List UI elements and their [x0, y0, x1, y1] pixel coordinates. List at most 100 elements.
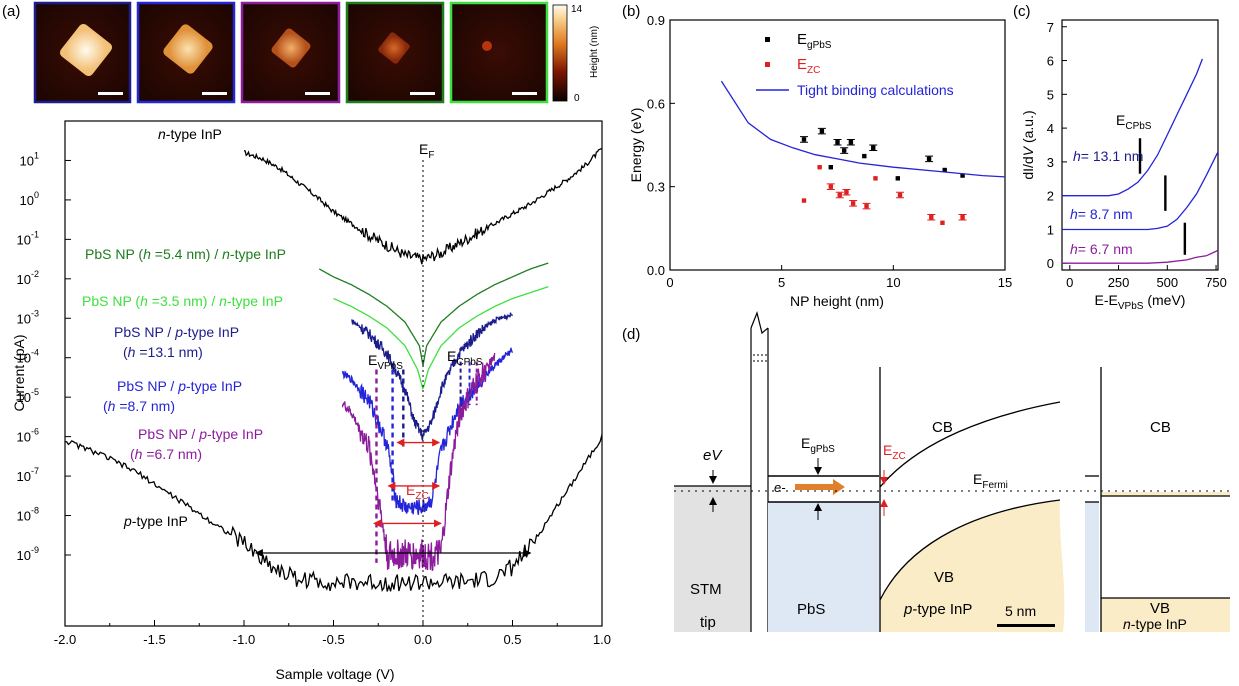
- data-point-egpbs: [960, 173, 965, 178]
- afm-image-2: [136, 1, 236, 104]
- panel-a-y-tick-label: 10-4: [17, 348, 39, 366]
- data-point-ezc: [801, 198, 807, 203]
- n-inp-label: n-type InP: [1123, 616, 1187, 632]
- legend-marker-egpbs: [765, 37, 770, 42]
- panel-a-x-tick-label: -1.0: [233, 632, 255, 647]
- ev-pbs-label: EVPbS: [368, 352, 403, 372]
- panel-a-x-tick-label: -2.0: [54, 632, 76, 647]
- scale-bar-4: [410, 92, 435, 95]
- panel-a-y-tick-label: 101: [20, 150, 39, 168]
- panel-b-y-axis-label: Energy (eV): [628, 108, 644, 183]
- p-inp-vb-label: VB: [934, 569, 954, 586]
- legend-marker-ezc: [765, 62, 770, 67]
- panel-c-plot-frame: [1061, 19, 1219, 271]
- curve-pbs-np-h-5-4-nm-n-type-inp: [318, 262, 549, 366]
- stm-label-line1: STM: [690, 581, 722, 598]
- label-pbs-6-7nm-line1: PbS NP / p-type InP: [138, 426, 263, 442]
- p-inp-valence-band: [879, 499, 1061, 601]
- label-p-type-inp: p-type InP: [123, 513, 188, 529]
- panel-b-x-tick-label: 0: [666, 275, 673, 290]
- n-inp-fermi-strip: [1101, 492, 1230, 496]
- data-point-egpbs: [801, 137, 807, 142]
- panel-a-y-tick-label: 10-8: [17, 506, 39, 524]
- panel-a-y-tick-label: 10-1: [17, 229, 39, 247]
- panel-c-ec-label: ECPbS: [1116, 112, 1152, 132]
- data-point-ezc: [897, 192, 903, 198]
- panel-a: (a): [2, 1, 611, 682]
- p-inp-valence-region: [880, 500, 1065, 632]
- didv-curve: [1062, 151, 1219, 231]
- afm-frame-2: [136, 1, 236, 104]
- panel-b-x-tick-label: 15: [998, 275, 1012, 290]
- height-colorbar: 14 0 Height (nm): [552, 4, 600, 104]
- colorbar-gradient: [552, 4, 568, 102]
- data-point-ezc: [960, 215, 965, 220]
- data-point-egpbs: [819, 128, 825, 134]
- afm-image-4: [345, 1, 445, 104]
- panel-c-y-tick-label: 3: [1047, 155, 1054, 170]
- panel-a-curves: [64, 147, 603, 592]
- panel-c-label-8-7nm: h= 8.7 nm: [1070, 206, 1133, 222]
- electron-arrow: [795, 479, 845, 495]
- panel-c-y-tick-label: 0: [1047, 256, 1054, 271]
- data-point-egpbs: [942, 167, 947, 173]
- panel-c-x-tick-label: 500: [1156, 275, 1178, 290]
- curve-n-type-inp: [243, 147, 603, 265]
- afm-image-5: [449, 1, 549, 104]
- data-point-egpbs: [835, 140, 840, 145]
- ec-pbs-label: ECPbS: [447, 348, 483, 368]
- panel-a-y-ticks: 101 100 10-1 10-2 10-3 10-4 10-5 10-6 10-7 10-8 10…: [17, 150, 71, 563]
- label-pbs-3-5nm: PbS NP (h =3.5 nm) / n-type InP: [82, 293, 283, 309]
- panel-c-ticks: 0 250 500 750 0 1 2 3 4 5 6 7: [1047, 20, 1227, 290]
- panel-b-x-tick-label: 10: [886, 275, 900, 290]
- data-point-ezc: [864, 203, 869, 209]
- panel-a-x-tick-label: 1.0: [593, 632, 611, 647]
- panel-a-x-ticks: -2.0 -1.5 -1.0 -0.5 0.0 0.5 1.0: [54, 620, 611, 647]
- nanoparticle-2: [163, 24, 213, 74]
- panel-a-y-tick-label: 10-5: [17, 387, 39, 405]
- panel-a-plot-frame: [64, 120, 603, 627]
- panel-d-scale-label: 5 nm: [1005, 603, 1036, 619]
- panel-a-x-tick-label: 0.5: [503, 632, 521, 647]
- pbs-label: PbS: [797, 601, 825, 618]
- panel-a-y-tick-label: 10-7: [17, 466, 39, 484]
- label-pbs-5-4nm: PbS NP (h =5.4 nm) / n-type InP: [85, 246, 286, 262]
- legend-label-ezc: EZC: [797, 56, 820, 76]
- electron-label: e-: [774, 480, 786, 495]
- data-point-egpbs: [926, 156, 932, 162]
- data-point-egpbs: [828, 165, 833, 170]
- panel-d-scale-bar: [997, 624, 1055, 627]
- data-point-ezc: [828, 184, 833, 189]
- panel-c-y-tick-label: 6: [1047, 54, 1054, 69]
- p-inp-label: p-type InP: [903, 601, 972, 618]
- panel-a-x-tick-label: -1.5: [143, 632, 165, 647]
- panel-a-annotations: [254, 160, 532, 626]
- panel-b-y-tick-label: 0.6: [647, 96, 665, 111]
- label-pbs-13-1nm-line1: PbS NP / p-type InP: [114, 324, 239, 340]
- afm-image-1: [33, 1, 132, 104]
- data-point-ezc: [940, 220, 945, 225]
- fermi-level-band-label: EFermi: [973, 471, 1008, 491]
- panel-b-y-tick-label: 0.3: [647, 180, 665, 195]
- nanoparticle-4: [378, 32, 410, 64]
- n-inp-vb-label: VB: [1150, 600, 1170, 617]
- data-point-egpbs: [848, 140, 854, 145]
- p-inp-conduction-band: [879, 401, 1061, 488]
- data-point-ezc: [844, 190, 849, 195]
- panel-c-y-tick-label: 5: [1047, 87, 1054, 102]
- nanoparticle-3: [271, 28, 311, 68]
- panel-c-y-tick-label: 7: [1047, 20, 1054, 35]
- didv-curve: [1062, 58, 1204, 197]
- panel-c-y-tick-label: 2: [1047, 189, 1054, 204]
- panel-d-label: (d): [622, 326, 640, 343]
- label-pbs-6-7nm-line2: (h =6.7 nm): [130, 446, 202, 462]
- scale-bar-5: [512, 92, 537, 95]
- panel-c: (c) 0 250 500 750 0 1 2 3 4 5 6 7 E-EVPbS (meV) dI/…: [1013, 3, 1227, 312]
- data-point-egpbs: [862, 153, 867, 159]
- scale-bar-3: [305, 92, 330, 95]
- panel-a-y-tick-label: 10-2: [17, 269, 39, 287]
- panel-a-x-tick-label: -0.5: [322, 632, 344, 647]
- panel-b-x-axis-label: NP height (nm): [790, 293, 884, 309]
- label-pbs-13-1nm-line2: (h =13.1 nm): [123, 344, 203, 360]
